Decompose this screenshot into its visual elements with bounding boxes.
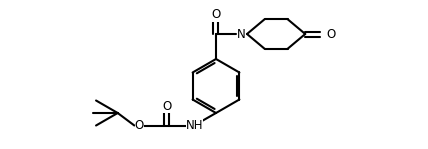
Text: O: O	[162, 100, 172, 113]
Text: O: O	[326, 28, 336, 41]
Text: O: O	[211, 8, 220, 21]
Text: N: N	[237, 28, 245, 41]
Text: NH: NH	[186, 119, 203, 132]
Text: O: O	[135, 119, 144, 132]
